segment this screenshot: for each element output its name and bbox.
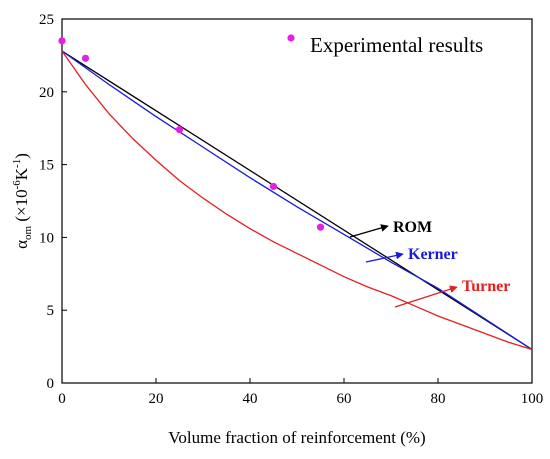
scatter-layer <box>58 37 325 231</box>
kerner-label: Kerner <box>408 246 458 263</box>
x-tick-label: 0 <box>58 391 66 407</box>
x-axis-label: Volume fraction of reinforcement (%) <box>168 428 425 447</box>
y-tick-label: 0 <box>47 376 55 392</box>
annotation-kerner: Kerner <box>365 246 458 263</box>
y-tick-label: 25 <box>39 12 54 28</box>
data-point <box>81 54 90 62</box>
data-point <box>58 37 66 45</box>
annotation-turner: Turner <box>394 278 510 308</box>
turner-label: Turner <box>462 278 510 295</box>
y-label-open: (×10 <box>12 189 31 226</box>
y-label-exp1: -6 <box>11 180 23 190</box>
annotation-rom: ROM <box>349 219 432 238</box>
data-point <box>316 223 325 231</box>
data-point <box>175 126 184 134</box>
y-tick-label: 5 <box>47 303 55 319</box>
legend-marker <box>287 34 295 42</box>
data-point <box>269 182 278 191</box>
x-tick-label: 60 <box>337 391 352 407</box>
svg-text:αom (×10-6K-1): αom (×10-6K-1) <box>11 153 34 249</box>
y-tick-label: 20 <box>39 85 54 101</box>
x-tick-label: 100 <box>521 391 544 407</box>
rom-arrow <box>349 224 389 238</box>
y-axis-label: αom (×10-6K-1) <box>11 153 34 249</box>
turner-arrow <box>394 285 458 308</box>
rom-label: ROM <box>393 219 432 236</box>
y-label-mid: K <box>12 167 31 180</box>
legend: Experimental results <box>287 33 483 57</box>
x-tick-label: 80 <box>431 391 446 407</box>
series-layer <box>61 50 533 351</box>
y-tick-label: 10 <box>39 230 54 246</box>
y-label-exp2: -1 <box>11 159 23 168</box>
series-line-kerner <box>61 50 533 351</box>
y-label-alpha: α <box>12 240 31 249</box>
y-tick-label: 15 <box>39 158 54 174</box>
legend-label: Experimental results <box>310 33 483 57</box>
y-label-close: ) <box>12 153 31 159</box>
plot-frame <box>61 18 533 384</box>
series-line-turner <box>61 50 533 351</box>
x-axis-ticks: 0 20 40 60 80 100 <box>58 378 543 407</box>
y-axis-ticks: 0 5 10 15 20 25 <box>39 12 67 392</box>
x-tick-label: 40 <box>243 391 258 407</box>
y-label-sub: om <box>22 225 34 240</box>
series-line-rom <box>61 50 533 351</box>
kerner-arrow <box>365 251 404 263</box>
x-tick-label: 20 <box>149 391 164 407</box>
